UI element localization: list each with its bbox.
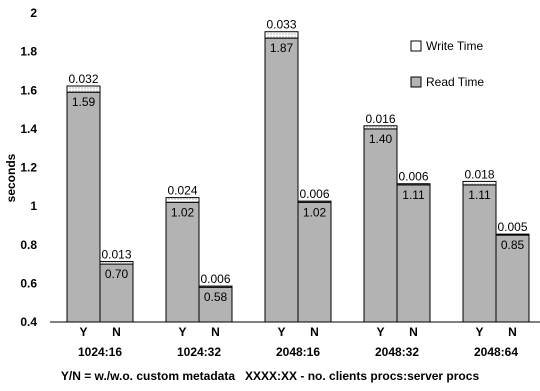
read-time-bar: [264, 37, 299, 323]
y-axis-ticks: 0.4 0.6 0.8 1 1.2 1.4 1.6 1.8 2: [20, 6, 37, 329]
read-time-value-label: 0.58: [204, 290, 228, 304]
bar-yn-label: Y: [376, 325, 384, 339]
chart-caption: Y/N = w./w.o. custom metadata XXXX:XX - …: [61, 369, 480, 383]
bar-yn-label: N: [409, 325, 418, 339]
y-tick-label: 1: [30, 199, 37, 213]
write-time-value-label: 0.006: [398, 170, 428, 184]
write-time-bar: [297, 200, 332, 203]
write-time-bar: [99, 261, 134, 265]
read-time-bar: [363, 128, 398, 323]
write-time-bar: [495, 233, 530, 236]
legend: Write Time Read Time: [410, 39, 484, 89]
write-time-bar: [198, 285, 233, 288]
bar-yn-label: N: [310, 325, 319, 339]
y-tick-label: 2: [30, 6, 37, 20]
read-time-value-label: 1.02: [303, 205, 327, 219]
y-tick-label: 0.8: [20, 238, 37, 252]
write-time-bar: [363, 125, 398, 130]
group-label: 2048:32: [375, 345, 419, 359]
read-time-bar: [396, 184, 431, 323]
y-tick-label: 1.2: [20, 161, 37, 175]
read-time-value-label: 0.70: [105, 267, 129, 281]
read-time-value-label: 1.11: [402, 188, 425, 202]
write-time-value-label: 0.024: [167, 184, 197, 198]
bar-yn-label: N: [112, 325, 121, 339]
x-axis-labels: Y N 1024:16 Y N 1024:32 Y N 2048:16 Y N 2048:32 Y N 20…: [78, 325, 518, 359]
write-time-bar: [66, 85, 101, 93]
write-time-value-label: 0.005: [497, 220, 527, 234]
write-time-value-label: 0.032: [68, 72, 98, 86]
bar-yn-label: N: [211, 325, 220, 339]
legend-read-label: Read Time: [426, 75, 484, 89]
y-tick-label: 0.4: [20, 315, 37, 329]
legend-read-swatch: [410, 76, 422, 88]
y-axis-title: seconds: [4, 153, 18, 202]
write-time-value-label: 0.033: [266, 18, 296, 32]
read-time-value-label: 1.59: [72, 95, 96, 109]
bar-yn-label: Y: [475, 325, 483, 339]
write-time-bar: [165, 197, 200, 203]
write-time-value-label: 0.006: [200, 272, 230, 286]
write-time-value-label: 0.016: [365, 112, 395, 126]
group-label: 1024:32: [177, 345, 221, 359]
read-time-bar: [462, 184, 497, 323]
write-time-value-label: 0.006: [299, 187, 329, 201]
write-time-value-label: 0.018: [464, 167, 494, 181]
read-time-bar: [297, 201, 332, 323]
group-label: 1024:16: [78, 345, 122, 359]
read-time-value-label: 1.40: [369, 132, 393, 146]
read-time-bar: [99, 263, 134, 323]
read-time-value-label: 0.85: [501, 238, 525, 252]
write-time-bar: [462, 180, 497, 186]
write-time-bar: [264, 31, 299, 39]
bars: 1.59 0.032 0.70 0.013 1.02 0.024 0.58 0.006 1.87…: [66, 18, 530, 323]
bar-yn-label: Y: [79, 325, 87, 339]
read-time-value-label: 1.87: [270, 41, 294, 55]
group-label: 2048:64: [474, 345, 518, 359]
bar-yn-label: N: [508, 325, 517, 339]
read-time-bar: [165, 201, 200, 323]
read-time-bar: [66, 91, 101, 323]
read-time-value-label: 1.11: [468, 188, 491, 202]
bar-yn-label: Y: [277, 325, 285, 339]
legend-write-swatch: [410, 40, 422, 52]
legend-write-label: Write Time: [426, 39, 483, 53]
write-time-value-label: 0.013: [101, 248, 131, 262]
read-time-bar: [198, 286, 233, 323]
group-label: 2048:16: [276, 345, 320, 359]
read-time-value-label: 1.02: [171, 205, 195, 219]
write-time-bar: [396, 183, 431, 186]
y-tick-label: 1.6: [20, 83, 37, 97]
y-tick-label: 0.6: [20, 276, 37, 290]
y-tick-label: 1.4: [20, 122, 37, 136]
y-tick-label: 1.8: [20, 45, 37, 59]
bar-yn-label: Y: [178, 325, 186, 339]
